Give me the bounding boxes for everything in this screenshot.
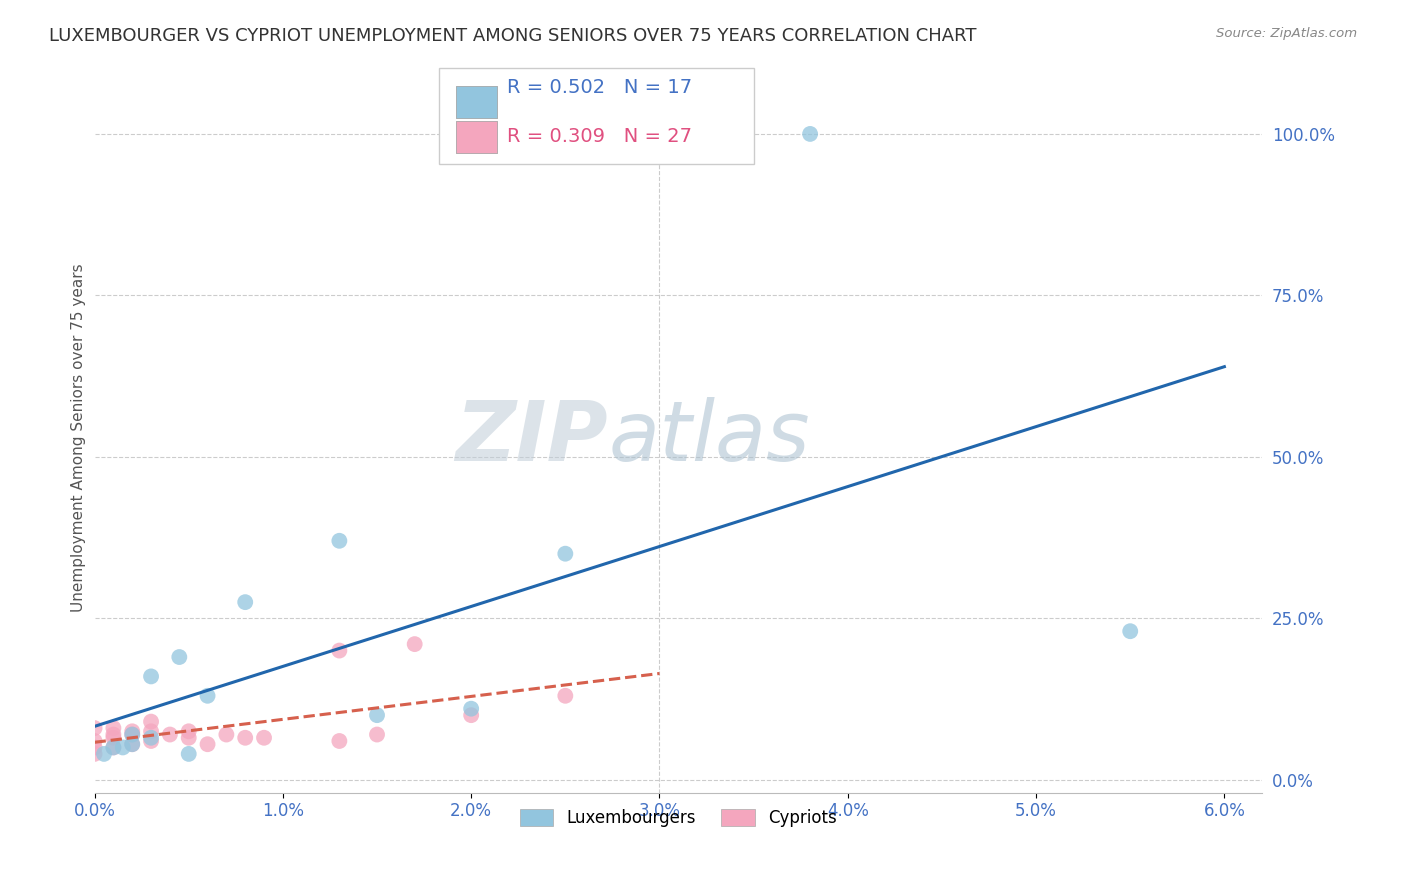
Point bbox=[139, 724, 162, 739]
Point bbox=[103, 740, 125, 755]
Text: LUXEMBOURGER VS CYPRIOT UNEMPLOYMENT AMONG SENIORS OVER 75 YEARS CORRELATION CHA: LUXEMBOURGER VS CYPRIOT UNEMPLOYMENT AMO… bbox=[49, 27, 977, 45]
Point bbox=[83, 747, 105, 761]
Text: atlas: atlas bbox=[609, 397, 810, 478]
Point bbox=[121, 737, 143, 751]
Point bbox=[93, 747, 115, 761]
Point bbox=[233, 731, 256, 745]
Point bbox=[111, 740, 134, 755]
Y-axis label: Unemployment Among Seniors over 75 years: Unemployment Among Seniors over 75 years bbox=[72, 263, 86, 612]
Point bbox=[460, 702, 482, 716]
Point bbox=[233, 595, 256, 609]
Point bbox=[103, 721, 125, 735]
Point bbox=[366, 727, 388, 741]
Point bbox=[253, 731, 276, 745]
Point bbox=[159, 727, 181, 741]
Point bbox=[554, 547, 576, 561]
Point bbox=[177, 724, 200, 739]
Point bbox=[1119, 624, 1142, 639]
FancyBboxPatch shape bbox=[457, 86, 498, 118]
FancyBboxPatch shape bbox=[457, 121, 498, 153]
Point bbox=[139, 714, 162, 729]
Point bbox=[799, 127, 821, 141]
Point bbox=[103, 731, 125, 745]
Point bbox=[83, 734, 105, 748]
Point bbox=[404, 637, 426, 651]
Point bbox=[177, 731, 200, 745]
Point bbox=[197, 689, 219, 703]
Point bbox=[197, 737, 219, 751]
Text: R = 0.309   N = 27: R = 0.309 N = 27 bbox=[506, 128, 692, 146]
Point bbox=[139, 731, 162, 745]
Point bbox=[103, 727, 125, 741]
Point bbox=[83, 740, 105, 755]
Point bbox=[328, 533, 350, 548]
Text: Source: ZipAtlas.com: Source: ZipAtlas.com bbox=[1216, 27, 1357, 40]
Point bbox=[121, 737, 143, 751]
Text: R = 0.502   N = 17: R = 0.502 N = 17 bbox=[506, 78, 692, 96]
Point bbox=[121, 724, 143, 739]
Text: ZIP: ZIP bbox=[456, 397, 609, 478]
Point bbox=[554, 689, 576, 703]
Point bbox=[139, 734, 162, 748]
Point bbox=[328, 643, 350, 657]
Point bbox=[169, 650, 191, 665]
FancyBboxPatch shape bbox=[439, 68, 754, 164]
Point bbox=[83, 721, 105, 735]
Point bbox=[460, 708, 482, 723]
Point bbox=[328, 734, 350, 748]
Point bbox=[139, 669, 162, 683]
Legend: Luxembourgers, Cypriots: Luxembourgers, Cypriots bbox=[513, 803, 844, 834]
Point bbox=[366, 708, 388, 723]
Point bbox=[121, 727, 143, 741]
Point bbox=[215, 727, 238, 741]
Point bbox=[177, 747, 200, 761]
Point bbox=[103, 740, 125, 755]
Point bbox=[121, 727, 143, 741]
